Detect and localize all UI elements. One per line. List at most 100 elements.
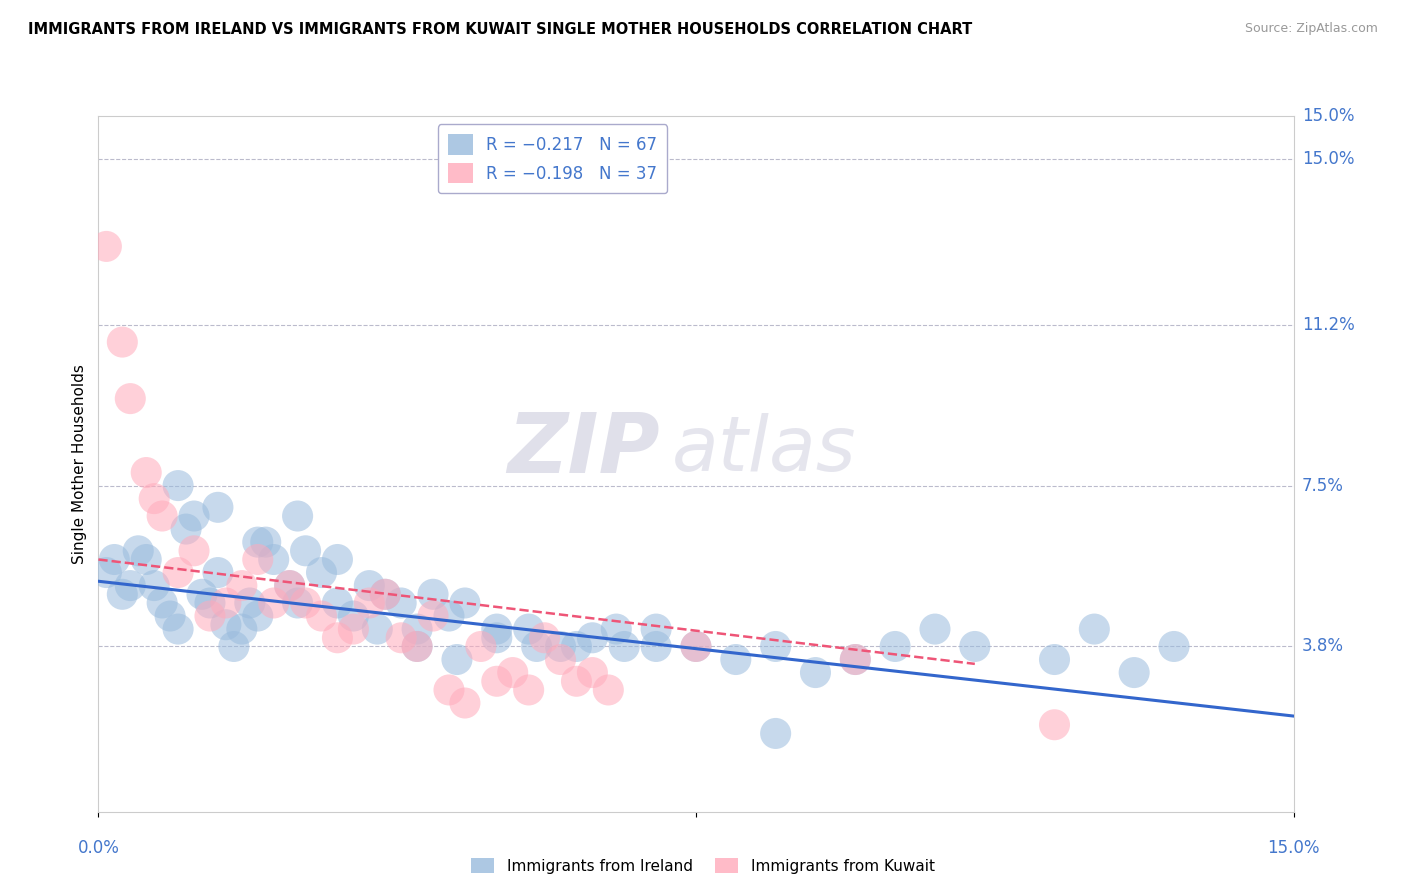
Text: 15.0%: 15.0%: [1302, 151, 1354, 169]
Point: [765, 640, 787, 654]
Point: [550, 640, 572, 654]
Point: [437, 609, 460, 624]
Point: [150, 508, 173, 523]
Point: [278, 579, 301, 593]
Point: [685, 640, 707, 654]
Point: [198, 609, 221, 624]
Point: [613, 640, 636, 654]
Point: [246, 535, 269, 549]
Point: [120, 392, 142, 406]
Point: [263, 596, 285, 610]
Point: [111, 334, 134, 349]
Point: [359, 596, 381, 610]
Point: [844, 652, 866, 666]
Point: [605, 622, 627, 636]
Point: [366, 622, 388, 636]
Text: 3.8%: 3.8%: [1302, 638, 1344, 656]
Point: [254, 535, 277, 549]
Text: IMMIGRANTS FROM IRELAND VS IMMIGRANTS FROM KUWAIT SINGLE MOTHER HOUSEHOLDS CORRE: IMMIGRANTS FROM IRELAND VS IMMIGRANTS FR…: [28, 22, 973, 37]
Point: [502, 665, 524, 680]
Point: [103, 552, 125, 566]
Point: [406, 622, 429, 636]
Text: 0.0%: 0.0%: [77, 839, 120, 857]
Point: [581, 665, 603, 680]
Point: [311, 566, 333, 580]
Point: [924, 622, 946, 636]
Point: [326, 596, 349, 610]
Point: [724, 652, 747, 666]
Point: [517, 622, 540, 636]
Point: [454, 596, 477, 610]
Point: [191, 587, 214, 601]
Point: [437, 683, 460, 698]
Point: [342, 622, 364, 636]
Legend: R = −0.217   N = 67, R = −0.198   N = 37: R = −0.217 N = 67, R = −0.198 N = 37: [437, 124, 668, 194]
Point: [135, 552, 157, 566]
Point: [120, 579, 142, 593]
Point: [406, 640, 429, 654]
Point: [294, 544, 316, 558]
Point: [311, 609, 333, 624]
Point: [470, 640, 492, 654]
Point: [389, 631, 412, 645]
Text: 15.0%: 15.0%: [1267, 839, 1320, 857]
Point: [1083, 622, 1105, 636]
Point: [485, 674, 508, 689]
Point: [765, 726, 787, 740]
Point: [150, 596, 173, 610]
Point: [287, 596, 309, 610]
Point: [167, 622, 190, 636]
Text: 11.2%: 11.2%: [1302, 316, 1354, 334]
Point: [533, 631, 555, 645]
Point: [565, 674, 588, 689]
Point: [239, 596, 262, 610]
Point: [326, 552, 349, 566]
Point: [174, 522, 197, 536]
Point: [374, 587, 396, 601]
Point: [804, 665, 827, 680]
Point: [685, 640, 707, 654]
Text: 7.5%: 7.5%: [1302, 476, 1344, 494]
Point: [844, 652, 866, 666]
Point: [263, 552, 285, 566]
Point: [143, 491, 166, 506]
Point: [159, 609, 181, 624]
Point: [884, 640, 907, 654]
Point: [645, 640, 668, 654]
Point: [215, 596, 238, 610]
Point: [326, 631, 349, 645]
Point: [422, 609, 444, 624]
Point: [231, 579, 253, 593]
Point: [183, 508, 205, 523]
Point: [96, 239, 118, 253]
Point: [167, 478, 190, 492]
Point: [1043, 652, 1066, 666]
Point: [278, 579, 301, 593]
Point: [246, 609, 269, 624]
Point: [231, 622, 253, 636]
Point: [446, 652, 468, 666]
Point: [287, 508, 309, 523]
Point: [96, 566, 118, 580]
Text: 15.0%: 15.0%: [1302, 107, 1354, 125]
Point: [598, 683, 620, 698]
Point: [550, 652, 572, 666]
Point: [111, 587, 134, 601]
Point: [1123, 665, 1146, 680]
Point: [207, 566, 229, 580]
Point: [127, 544, 149, 558]
Point: [485, 622, 508, 636]
Point: [645, 622, 668, 636]
Point: [374, 587, 396, 601]
Point: [183, 544, 205, 558]
Point: [215, 617, 238, 632]
Point: [342, 609, 364, 624]
Point: [389, 596, 412, 610]
Point: [422, 587, 444, 601]
Point: [135, 466, 157, 480]
Point: [143, 579, 166, 593]
Point: [406, 640, 429, 654]
Point: [246, 552, 269, 566]
Point: [526, 640, 548, 654]
Point: [485, 631, 508, 645]
